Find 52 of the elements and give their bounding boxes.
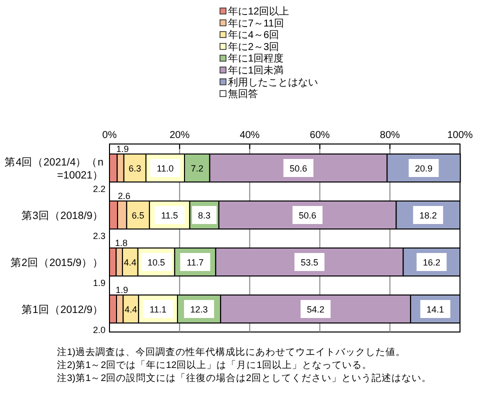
data-label: 1.9 xyxy=(116,285,128,295)
legend-label: 年に2～3回 xyxy=(228,40,280,53)
legend-label: 年に1回程度 xyxy=(228,52,284,65)
x-tick-label: 80% xyxy=(380,130,400,141)
legend-label: 年に12回以上 xyxy=(228,6,290,18)
y-tick-label: 第3回（2018/9） xyxy=(22,210,104,222)
legend-label: 年に4～6回 xyxy=(228,29,280,42)
x-tick-label: 20% xyxy=(170,130,190,141)
data-label: 20.9 xyxy=(414,164,432,174)
data-label: 50.6 xyxy=(290,164,308,174)
legend-label: 年に7～11回 xyxy=(228,17,284,30)
data-label: 2.2 xyxy=(92,184,106,194)
data-label: 50.6 xyxy=(298,210,316,220)
data-label: 1.9 xyxy=(92,278,106,288)
data-label: 10.5 xyxy=(148,258,166,268)
text: 注1)過去調査は、今回調査の性年代構成比にあわせてウエイトバックした値。 xyxy=(57,346,406,358)
data-label: 4.4 xyxy=(124,304,138,314)
data-label: 2.6 xyxy=(118,191,130,201)
data-label: 11.1 xyxy=(150,304,166,314)
data-label: 8.3 xyxy=(198,210,211,220)
data-label: 53.5 xyxy=(300,258,318,268)
data-label: 4.4 xyxy=(124,258,136,268)
text: 注2)第1～2回では「年に12回以上」は「月に1回以上」となっている。 xyxy=(57,359,372,371)
x-tick-label: 60% xyxy=(310,130,330,141)
bar xyxy=(209,154,388,182)
legend-label: 無回答 xyxy=(228,88,258,100)
data-label: 7.2 xyxy=(190,164,204,174)
bar xyxy=(215,248,404,276)
x-tick-label: 0% xyxy=(102,130,117,141)
data-label: 16.2 xyxy=(422,258,440,268)
data-label: 11.0 xyxy=(156,164,174,174)
data-label: 12.3 xyxy=(190,304,208,314)
bar xyxy=(220,294,412,324)
data-label: 11.5 xyxy=(161,210,178,220)
data-label: 54.2 xyxy=(306,304,324,314)
data-label: 1.9 xyxy=(116,144,129,154)
legend-label: 利用したことはない xyxy=(228,76,318,88)
data-label: 1.8 xyxy=(115,238,128,248)
data-label: 2.3 xyxy=(92,231,106,241)
x-tick-label: 100% xyxy=(447,130,473,141)
y-tick-label: 第4回（2021/4）（n=10021） xyxy=(4,156,104,182)
data-label: 11.7 xyxy=(186,258,204,268)
data-label: 6.3 xyxy=(128,164,142,174)
x-tick-label: 40% xyxy=(240,130,260,141)
data-label: 2.0 xyxy=(92,325,106,335)
y-tick-label: 第1回（2012/9） xyxy=(22,304,104,316)
data-label: 18.2 xyxy=(419,210,437,220)
y-tick-label: 第2回（2015/9）） xyxy=(10,257,104,269)
data-label: 6.5 xyxy=(132,210,144,220)
data-label: 14.1 xyxy=(426,304,444,314)
legend-label: 年に1回未満 xyxy=(228,64,284,76)
text: 注3)第1～2回の設問文には「往復の場合は2回としてください」という記述はない。 xyxy=(57,372,432,384)
